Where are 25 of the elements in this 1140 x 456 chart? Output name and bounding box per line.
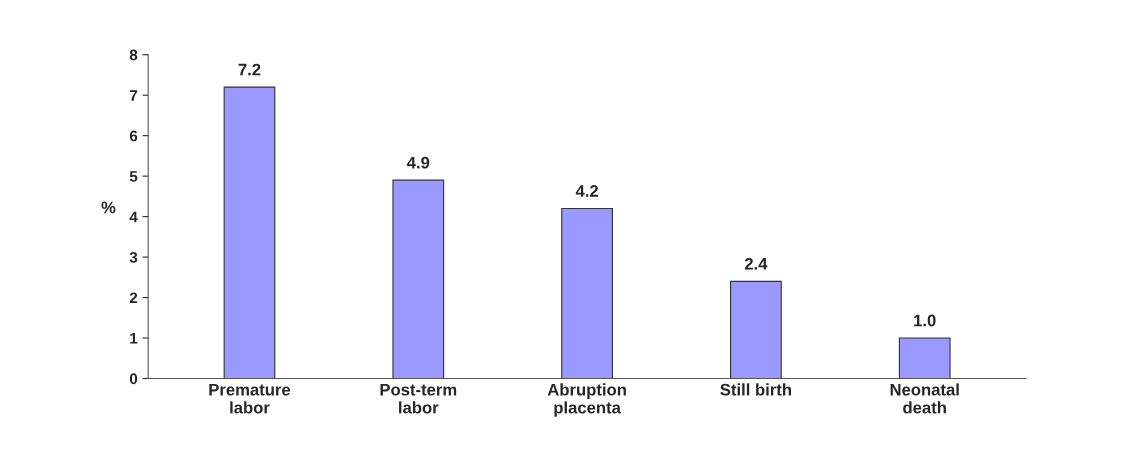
data-label: 2.4 xyxy=(744,257,768,270)
x-tick-label: Neonatal death xyxy=(890,383,959,414)
bar xyxy=(223,86,276,379)
data-label: 4.2 xyxy=(575,185,599,197)
bar xyxy=(392,179,445,379)
x-tick-label: Post-term labor xyxy=(380,383,457,414)
x-tick-label: Abruption placenta xyxy=(547,383,626,417)
data-label: 1.0 xyxy=(914,314,936,327)
y-tick-label: 7 xyxy=(129,90,138,101)
y-tick-label: 6 xyxy=(129,130,138,142)
x-tick-label: Still birth xyxy=(720,383,791,396)
bar xyxy=(898,337,951,379)
x-tick-label: Premature labor xyxy=(209,383,291,414)
y-tick-label: 5 xyxy=(129,171,138,182)
data-label: 4.9 xyxy=(406,156,430,169)
y-tick-label: 1 xyxy=(130,333,138,344)
y-tick-label: 0 xyxy=(129,373,138,385)
y-tick-label: 3 xyxy=(129,251,138,263)
data-label: 7.2 xyxy=(238,63,261,76)
bar xyxy=(561,207,613,379)
y-tick-label: 4 xyxy=(129,211,138,223)
y-axis-title: % xyxy=(101,201,116,214)
y-tick-label: 8 xyxy=(129,49,138,61)
bar xyxy=(730,280,782,379)
y-tick-label: 2 xyxy=(129,292,138,304)
